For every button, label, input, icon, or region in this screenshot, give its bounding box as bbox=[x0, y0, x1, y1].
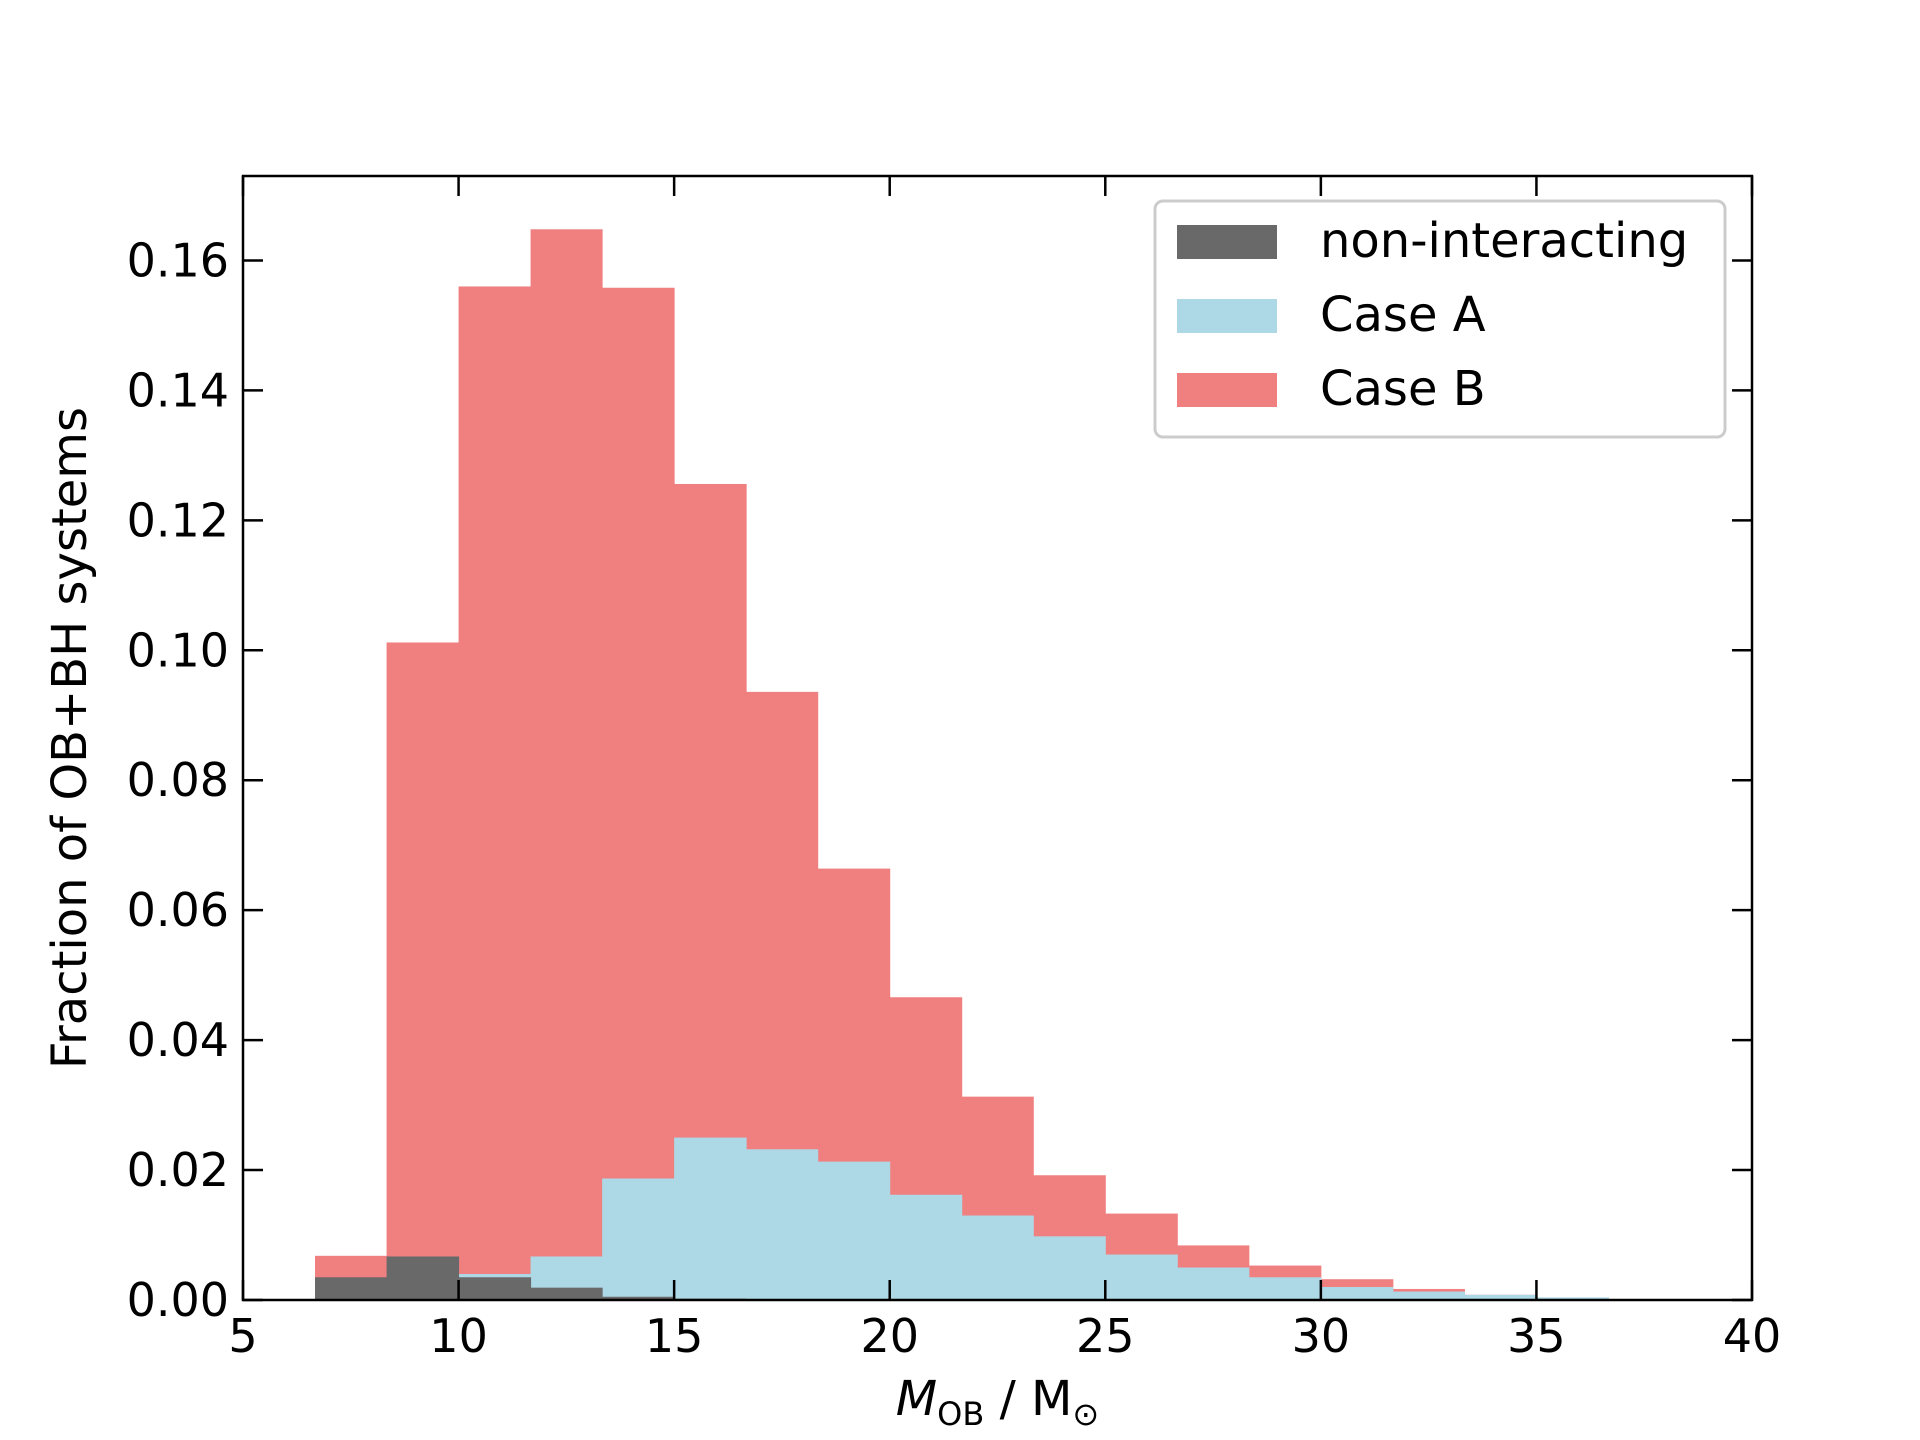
bar-case-a bbox=[1392, 1291, 1465, 1300]
bar-non-interacting bbox=[386, 1256, 460, 1300]
bar-case-a bbox=[1464, 1294, 1537, 1300]
y-tick-label: 0.00 bbox=[127, 1273, 229, 1327]
tick-labels-layer: 5 10 15 20 25 30 35 40 0.00 0.02 0.04 0.06 0.08 0.10 0… bbox=[127, 233, 1782, 1363]
y-tick-label: 0.06 bbox=[127, 883, 229, 937]
bar-non-interacting bbox=[315, 1277, 388, 1300]
bar-case-b bbox=[458, 286, 532, 1300]
bar-case-a bbox=[817, 1161, 891, 1300]
ticks-layer bbox=[241, 176, 1754, 1302]
bar-case-a bbox=[1177, 1267, 1250, 1300]
bar-case-a bbox=[1320, 1287, 1394, 1300]
x-tick-label: 20 bbox=[860, 1309, 919, 1363]
x-axis-label: MOB / M⊙ bbox=[896, 1371, 1099, 1433]
bar-case-a bbox=[889, 1194, 963, 1300]
y-tick-label: 0.08 bbox=[127, 753, 229, 807]
y-tick-label: 0.12 bbox=[127, 493, 229, 547]
bar-case-a bbox=[1248, 1277, 1322, 1300]
legend-label-case-a: Case A bbox=[1320, 287, 1486, 343]
x-tick-label: 5 bbox=[228, 1309, 257, 1363]
bar-case-b bbox=[602, 287, 675, 1301]
x-tick-label: 40 bbox=[1723, 1309, 1782, 1363]
y-tick-label: 0.04 bbox=[127, 1013, 229, 1067]
x-tick-label: 15 bbox=[645, 1309, 704, 1363]
bar-non-interacting bbox=[602, 1296, 675, 1300]
bar-non-interacting bbox=[530, 1287, 603, 1300]
x-tick-label: 30 bbox=[1292, 1309, 1351, 1363]
plot-frame bbox=[241, 174, 1754, 1302]
legend: non-interacting Case A Case B bbox=[1153, 199, 1727, 439]
legend-box bbox=[1153, 199, 1727, 439]
y-tick-label: 0.16 bbox=[127, 233, 229, 287]
bar-case-a bbox=[674, 1137, 747, 1300]
legend-swatch-non-interacting bbox=[1177, 225, 1277, 259]
y-tick-label: 0.02 bbox=[127, 1143, 229, 1197]
bar-case-a bbox=[746, 1149, 819, 1300]
bar-case-b bbox=[386, 642, 460, 1300]
bar-non-interacting bbox=[458, 1277, 532, 1300]
bar-case-a bbox=[1105, 1254, 1178, 1300]
bar-case-a bbox=[602, 1178, 675, 1300]
bar-case-b bbox=[530, 229, 603, 1300]
legend-swatch-case-a bbox=[1177, 299, 1277, 333]
bar-case-a bbox=[1536, 1297, 1609, 1300]
x-tick-label: 10 bbox=[429, 1309, 488, 1363]
x-tick-label: 35 bbox=[1507, 1309, 1566, 1363]
y-axis-label: Fraction of OB+BH systems bbox=[42, 407, 98, 1069]
bars-layer bbox=[315, 229, 1681, 1301]
legend-label-case-b: Case B bbox=[1320, 361, 1486, 417]
bar-case-a bbox=[1033, 1236, 1106, 1300]
legend-label-non-interacting: non-interacting bbox=[1320, 213, 1688, 269]
x-tick-label: 25 bbox=[1076, 1309, 1135, 1363]
legend-swatch-case-b bbox=[1177, 373, 1277, 407]
y-tick-label: 0.10 bbox=[127, 623, 229, 677]
bar-case-a bbox=[961, 1215, 1034, 1300]
y-tick-label: 0.14 bbox=[127, 363, 229, 417]
